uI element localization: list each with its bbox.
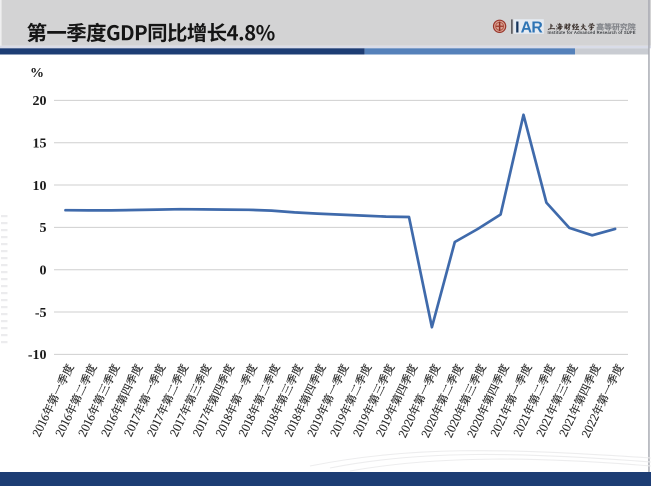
svg-text:Institute for Advanced Researc: Institute for Advanced Research of SUFE bbox=[548, 30, 636, 35]
svg-text:%: % bbox=[30, 66, 44, 81]
svg-text:-10: -10 bbox=[28, 348, 47, 363]
svg-text:15: 15 bbox=[33, 137, 47, 152]
svg-text:20: 20 bbox=[33, 94, 47, 109]
svg-text:10: 10 bbox=[33, 179, 47, 194]
svg-text:0: 0 bbox=[40, 264, 47, 279]
svg-text:-5: -5 bbox=[35, 306, 47, 321]
svg-text:AR: AR bbox=[521, 19, 544, 36]
svg-text:I: I bbox=[515, 19, 519, 36]
svg-text:5: 5 bbox=[40, 221, 47, 236]
